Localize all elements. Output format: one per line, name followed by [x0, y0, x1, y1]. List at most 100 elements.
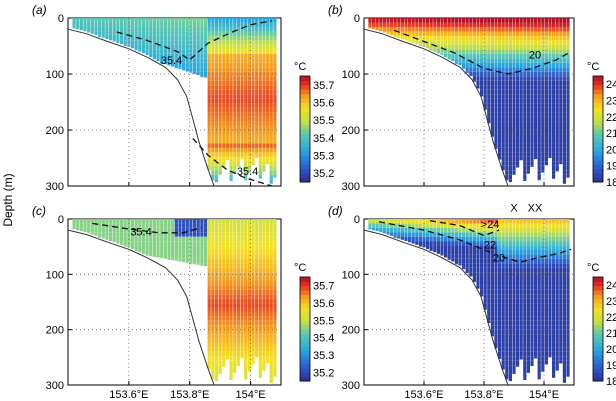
field-cell — [269, 112, 273, 117]
field-cell — [534, 289, 538, 295]
field-cell — [562, 289, 566, 295]
field-cell — [447, 40, 451, 45]
field-cell — [548, 320, 552, 326]
field-cell — [167, 44, 171, 50]
field-cell — [273, 152, 277, 157]
field-cell — [523, 227, 527, 233]
field-cell — [454, 223, 458, 228]
field-cell — [465, 53, 469, 59]
field-cell — [141, 18, 146, 23]
field-cell — [566, 232, 570, 237]
field-cell — [534, 76, 538, 81]
field-cell — [207, 71, 211, 77]
field-cell — [498, 320, 502, 326]
field-cell — [163, 49, 167, 54]
field-cell — [544, 307, 548, 312]
field-cell — [498, 18, 502, 23]
x-tick-label: 153.8°E — [170, 389, 209, 401]
field-cell — [526, 152, 530, 157]
field-cell — [273, 26, 277, 32]
colorbar-frame — [299, 276, 311, 382]
field-cell — [505, 294, 509, 299]
field-cell — [134, 232, 138, 237]
colorbar-segment — [300, 333, 310, 339]
field-cell — [462, 40, 466, 45]
field-cell — [262, 347, 266, 352]
field-cell — [400, 35, 404, 40]
field-cell — [490, 116, 494, 122]
field-cell — [498, 147, 502, 153]
field-cell — [207, 294, 211, 299]
field-cell — [494, 125, 498, 130]
field-cell — [519, 44, 523, 50]
field-cell — [501, 143, 505, 148]
field-cell — [233, 249, 237, 255]
field-cell — [544, 103, 548, 108]
field-cell — [382, 31, 386, 33]
field-cell — [189, 18, 193, 23]
field-cell — [490, 334, 494, 337]
field-cell — [541, 98, 545, 104]
field-cell — [519, 347, 523, 352]
field-cell — [225, 219, 230, 224]
field-cell — [498, 116, 502, 122]
field-cell — [236, 121, 240, 126]
field-cell — [182, 35, 186, 41]
field-cell — [236, 62, 240, 68]
field-cell — [229, 219, 233, 224]
field-cell — [189, 53, 193, 59]
field-cell — [552, 26, 556, 32]
field-cell — [273, 298, 277, 304]
field-cell — [240, 22, 244, 27]
field-cell — [548, 223, 552, 228]
field-cell — [490, 49, 494, 54]
field-cell — [566, 94, 570, 99]
field-cell — [189, 71, 193, 73]
field-cell — [411, 31, 415, 36]
field-cell — [236, 161, 240, 166]
field-cell — [534, 342, 538, 348]
field-cell — [214, 116, 219, 122]
field-cell — [152, 223, 157, 228]
field-cell — [233, 165, 237, 171]
field-cell — [233, 329, 237, 335]
field-cell — [552, 369, 556, 374]
field-cell — [555, 147, 559, 153]
field-cell — [174, 26, 178, 32]
field-cell — [494, 89, 498, 95]
field-cell — [167, 232, 171, 237]
field-cell — [236, 152, 240, 157]
field-cell — [222, 254, 226, 259]
field-cell — [258, 320, 262, 326]
field-cell — [225, 134, 230, 139]
panel-a: 35.435.40100200300(a)35.235.335.435.535.… — [32, 3, 334, 193]
field-cell — [211, 294, 215, 299]
field-cell — [451, 35, 455, 41]
field-cell — [222, 125, 226, 130]
field-cell — [494, 320, 498, 326]
field-cell — [255, 94, 259, 99]
field-cell — [94, 223, 98, 228]
field-cell — [422, 223, 426, 228]
field-cell — [189, 35, 193, 41]
field-cell — [548, 76, 552, 81]
field-cell — [566, 342, 570, 348]
field-cell — [440, 31, 444, 36]
field-cell — [552, 71, 556, 77]
field-cell — [555, 112, 559, 117]
field-cell — [119, 26, 124, 32]
field-cell — [505, 53, 509, 59]
field-cell — [541, 49, 545, 54]
field-cell — [559, 280, 563, 286]
field-cell — [501, 245, 505, 250]
field-cell — [251, 143, 255, 148]
field-cell — [244, 280, 248, 286]
field-cell — [566, 174, 570, 178]
field-cell — [203, 53, 208, 59]
field-cell — [483, 289, 487, 295]
field-cell — [523, 378, 527, 381]
field-cell — [534, 125, 538, 130]
field-cell — [555, 152, 559, 157]
field-cell — [244, 276, 248, 281]
field-cell — [534, 71, 538, 77]
